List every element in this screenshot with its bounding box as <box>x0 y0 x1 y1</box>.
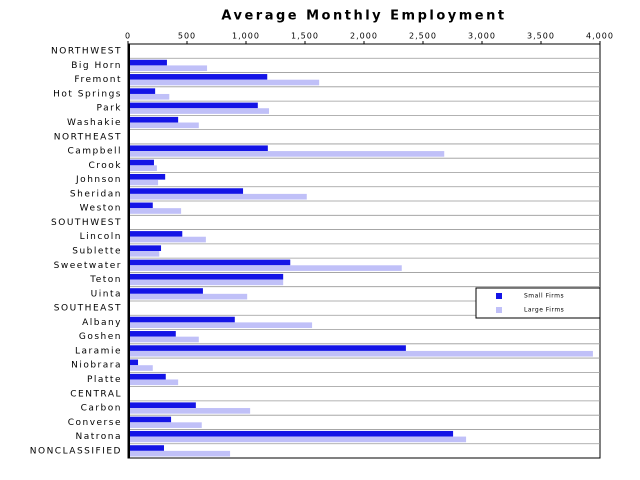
bar <box>128 108 270 114</box>
y-tick-label: Albany <box>82 318 122 328</box>
y-tick-label: SOUTHEAST <box>54 304 122 314</box>
bar <box>128 79 320 86</box>
bar <box>128 379 179 386</box>
x-tick-label: 0 <box>125 32 131 41</box>
bar <box>128 430 454 437</box>
y-tick-label: SOUTHWEST <box>51 218 122 228</box>
legend-swatch <box>496 293 502 299</box>
bar <box>128 188 244 194</box>
chart-title: Average Monthly Employment <box>221 9 506 24</box>
bar <box>128 88 156 94</box>
bar <box>128 416 172 423</box>
bar <box>128 422 202 428</box>
bar <box>128 251 160 257</box>
x-tick-label: 3,500 <box>527 32 555 41</box>
x-tick-label: 2,000 <box>350 32 378 41</box>
y-tick-label: Washakie <box>67 118 122 128</box>
y-tick-label: Hot Springs <box>53 89 122 99</box>
x-tick-label: 500 <box>178 32 196 41</box>
legend-label: Small Firms <box>524 293 564 300</box>
y-tick-label: NORTHEAST <box>54 132 122 142</box>
bar <box>128 151 445 157</box>
y-tick-label: Crook <box>88 161 122 171</box>
bar <box>128 145 268 152</box>
bar <box>128 273 284 280</box>
bar <box>128 65 208 72</box>
bar <box>128 116 179 123</box>
x-tick-label: 2,500 <box>409 32 437 41</box>
x-tick-label: 4,000 <box>586 32 614 41</box>
bar <box>128 74 268 80</box>
bar <box>128 179 159 186</box>
y-tick-label: NORTHWEST <box>51 47 122 57</box>
y-tick-label: Campbell <box>67 147 122 157</box>
y-tick-label: Niobrara <box>71 361 122 371</box>
bar <box>128 122 199 129</box>
bar <box>128 202 153 209</box>
bar <box>128 336 199 343</box>
bar <box>128 322 313 329</box>
bar <box>128 279 284 286</box>
bar <box>128 165 157 171</box>
y-tick-label: Park <box>97 104 122 114</box>
bar <box>128 259 291 266</box>
x-tick-label: 1,500 <box>291 32 319 41</box>
bar <box>128 445 164 451</box>
bar <box>128 373 166 380</box>
bar <box>128 231 183 237</box>
bar <box>128 408 251 414</box>
bar <box>128 102 258 109</box>
bar <box>128 316 235 323</box>
bar <box>128 236 206 243</box>
y-tick-label: Platte <box>87 375 122 385</box>
y-tick-label: Converse <box>68 418 122 428</box>
y-tick-label: Laramie <box>75 346 122 356</box>
bar <box>128 159 154 166</box>
y-tick-label: Carbon <box>81 404 122 414</box>
bar <box>128 359 139 366</box>
legend-swatch <box>496 307 502 313</box>
bar <box>128 345 406 351</box>
bar <box>128 265 402 271</box>
bar <box>128 93 170 100</box>
x-tick-label: 1,000 <box>232 32 260 41</box>
bar <box>128 331 176 337</box>
y-tick-label: Lincoln <box>80 232 122 242</box>
bar <box>128 293 248 300</box>
bar <box>128 173 166 180</box>
y-tick-label: Big Horn <box>71 61 122 71</box>
y-tick-label: Uinta <box>91 289 122 299</box>
legend-label: Large Firms <box>524 307 564 314</box>
y-tick-label: Natrona <box>75 432 122 442</box>
x-tick-label: 3,000 <box>468 32 496 41</box>
bar <box>128 402 196 409</box>
y-tick-label: NONCLASSIFIED <box>30 446 122 456</box>
y-tick-label: Sheridan <box>70 189 122 199</box>
bar <box>128 208 182 214</box>
bar <box>128 245 162 251</box>
bar <box>128 365 153 371</box>
y-tick-label: Johnson <box>75 175 122 185</box>
bar <box>128 350 593 357</box>
y-tick-label: Sublette <box>72 247 122 257</box>
y-tick-label: Goshen <box>79 332 122 342</box>
y-tick-label: Fremont <box>74 75 122 85</box>
y-tick-label: Teton <box>89 275 122 285</box>
y-tick-label: CENTRAL <box>70 389 122 399</box>
bar <box>128 450 231 457</box>
bar <box>128 288 203 294</box>
bar <box>128 59 167 66</box>
y-tick-label: Weston <box>80 204 122 214</box>
bar <box>128 436 467 443</box>
y-tick-label: Sweetwater <box>54 261 122 271</box>
bar <box>128 193 307 200</box>
